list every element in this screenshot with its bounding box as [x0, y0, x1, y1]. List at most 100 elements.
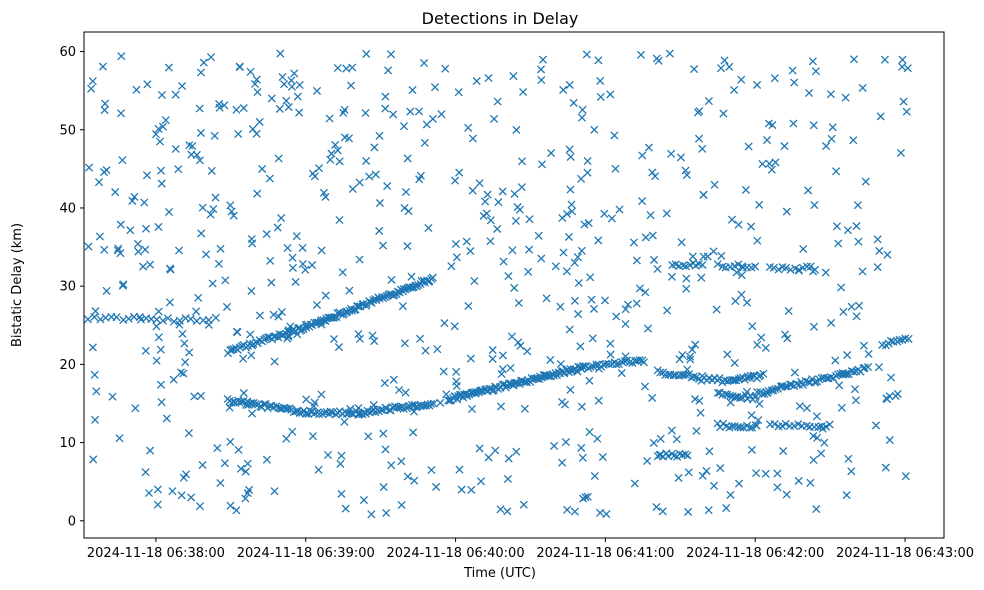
data-point	[157, 179, 166, 188]
data-point	[229, 211, 238, 220]
data-point	[211, 193, 220, 202]
data-point	[672, 435, 681, 444]
data-point	[556, 302, 565, 311]
data-point	[232, 506, 241, 515]
data-point	[855, 301, 864, 310]
data-point	[403, 242, 412, 251]
data-point	[665, 49, 674, 58]
data-point	[804, 377, 813, 386]
data-point	[387, 275, 396, 284]
data-point	[371, 170, 380, 179]
data-point	[409, 428, 418, 437]
data-point	[684, 507, 693, 516]
data-point	[652, 502, 661, 512]
data-point	[578, 453, 587, 462]
data-point	[407, 401, 417, 410]
data-point	[246, 330, 255, 339]
data-point	[635, 356, 644, 365]
data-point	[178, 81, 187, 91]
data-point	[267, 278, 276, 287]
data-point	[837, 283, 846, 292]
data-point	[361, 108, 370, 118]
data-point	[447, 262, 456, 271]
data-point	[524, 267, 533, 276]
data-point	[667, 149, 676, 158]
data-point	[534, 231, 543, 240]
data-point	[287, 76, 296, 85]
data-point	[582, 50, 591, 59]
data-point	[244, 485, 254, 494]
data-point	[771, 385, 780, 394]
data-point	[158, 316, 167, 325]
data-point	[777, 382, 786, 391]
data-point	[96, 315, 105, 324]
data-point	[329, 334, 339, 344]
data-point	[340, 417, 349, 426]
data-point	[102, 286, 111, 295]
data-point	[538, 55, 548, 64]
data-point	[190, 392, 199, 401]
data-point	[441, 64, 450, 73]
data-point	[100, 106, 109, 115]
data-point	[698, 144, 707, 153]
data-point	[794, 266, 803, 275]
data-point	[141, 468, 150, 477]
data-point	[226, 201, 235, 210]
data-point	[379, 429, 388, 438]
data-point	[484, 73, 493, 83]
data-point	[747, 445, 756, 454]
data-point	[90, 370, 99, 379]
data-point	[684, 468, 693, 477]
data-point	[805, 88, 814, 98]
y-tick-label: 30	[59, 280, 76, 295]
y-tick-label: 60	[59, 45, 76, 60]
data-point	[809, 431, 818, 441]
data-point	[632, 256, 641, 265]
data-point	[896, 148, 905, 157]
data-point	[98, 62, 107, 71]
data-point	[141, 245, 150, 254]
data-point	[752, 469, 761, 478]
data-point	[140, 198, 149, 207]
data-point	[216, 244, 225, 253]
data-point	[354, 302, 363, 311]
data-point	[569, 98, 578, 107]
data-point	[765, 159, 774, 168]
data-point	[737, 75, 746, 84]
data-point	[615, 205, 624, 214]
data-point	[451, 176, 460, 185]
data-point	[842, 491, 851, 500]
data-point	[567, 200, 576, 209]
data-point	[450, 322, 459, 331]
data-point	[115, 434, 124, 443]
data-point	[640, 382, 650, 391]
data-point	[699, 190, 708, 199]
data-point	[702, 466, 711, 475]
data-point	[87, 84, 96, 93]
data-point	[682, 170, 691, 179]
data-point	[178, 329, 187, 338]
data-point	[725, 62, 734, 71]
data-point	[220, 101, 229, 110]
data-point	[220, 459, 229, 468]
data-point	[131, 404, 140, 413]
data-point	[841, 369, 850, 378]
data-point	[596, 92, 605, 102]
data-point	[94, 178, 104, 187]
data-point	[197, 229, 206, 238]
data-point	[405, 401, 414, 410]
data-point	[176, 368, 186, 377]
data-point	[790, 421, 799, 430]
data-point	[333, 63, 342, 73]
data-point	[278, 72, 287, 82]
data-point	[282, 434, 291, 443]
data-point	[261, 400, 270, 409]
data-point	[482, 209, 491, 218]
data-point	[348, 184, 357, 194]
data-point	[885, 436, 894, 445]
data-point	[310, 398, 319, 407]
data-point	[506, 363, 515, 373]
data-point	[181, 358, 190, 367]
data-point	[180, 339, 189, 348]
data-point	[738, 263, 748, 272]
